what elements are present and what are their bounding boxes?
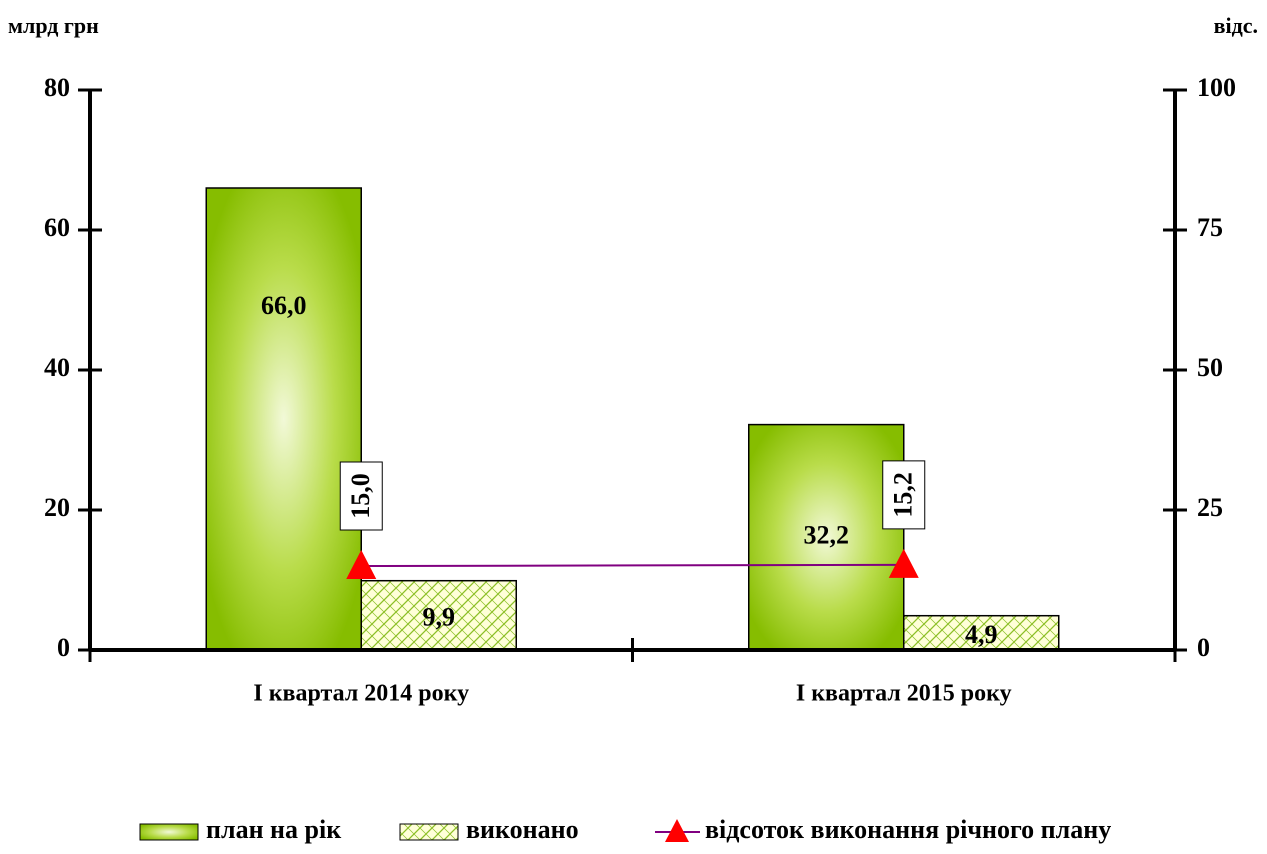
y2-tick-label: 100: [1197, 73, 1236, 102]
value-label: 9,9: [423, 602, 456, 631]
x-tick-label: I квартал 2014 року: [253, 681, 469, 707]
marker: [888, 548, 919, 578]
y-tick-label: 20: [44, 493, 70, 522]
bar: [748, 423, 905, 651]
y2-axis-label: відс.: [1214, 13, 1258, 38]
x-tick-label: I квартал 2015 року: [796, 681, 1012, 707]
y-tick-label: 60: [44, 213, 70, 242]
y-axis-label: млрд грн: [8, 13, 99, 38]
value-label: 4,9: [965, 620, 998, 649]
value-label: 66,0: [261, 291, 307, 320]
value-label-box: 15,0: [339, 461, 383, 531]
y2-tick-label: 75: [1197, 213, 1223, 242]
y2-tick-label: 25: [1197, 493, 1223, 522]
value-label-box: 15,2: [882, 460, 926, 530]
bar: [360, 579, 517, 651]
legend-marker: [665, 819, 689, 842]
value-label: 15,0: [346, 473, 375, 519]
legend-swatch: [139, 823, 199, 841]
y-tick-label: 40: [44, 353, 70, 382]
legend-swatch: [399, 823, 459, 841]
y-tick-label: 80: [44, 73, 70, 102]
y2-tick-label: 0: [1197, 633, 1210, 662]
legend-label: план на рік: [206, 815, 341, 844]
line: [361, 563, 904, 567]
label-box: [339, 461, 383, 531]
legend-label: відсоток виконання річного плану: [705, 815, 1111, 844]
marker: [346, 550, 377, 579]
y2-tick-label: 50: [1197, 353, 1223, 382]
value-label: 15,2: [889, 472, 918, 518]
label-box: [882, 460, 926, 530]
value-label: 32,2: [804, 520, 850, 549]
legend-label: виконано: [466, 815, 579, 844]
bar: [205, 187, 362, 651]
y-tick-label: 0: [57, 633, 70, 662]
